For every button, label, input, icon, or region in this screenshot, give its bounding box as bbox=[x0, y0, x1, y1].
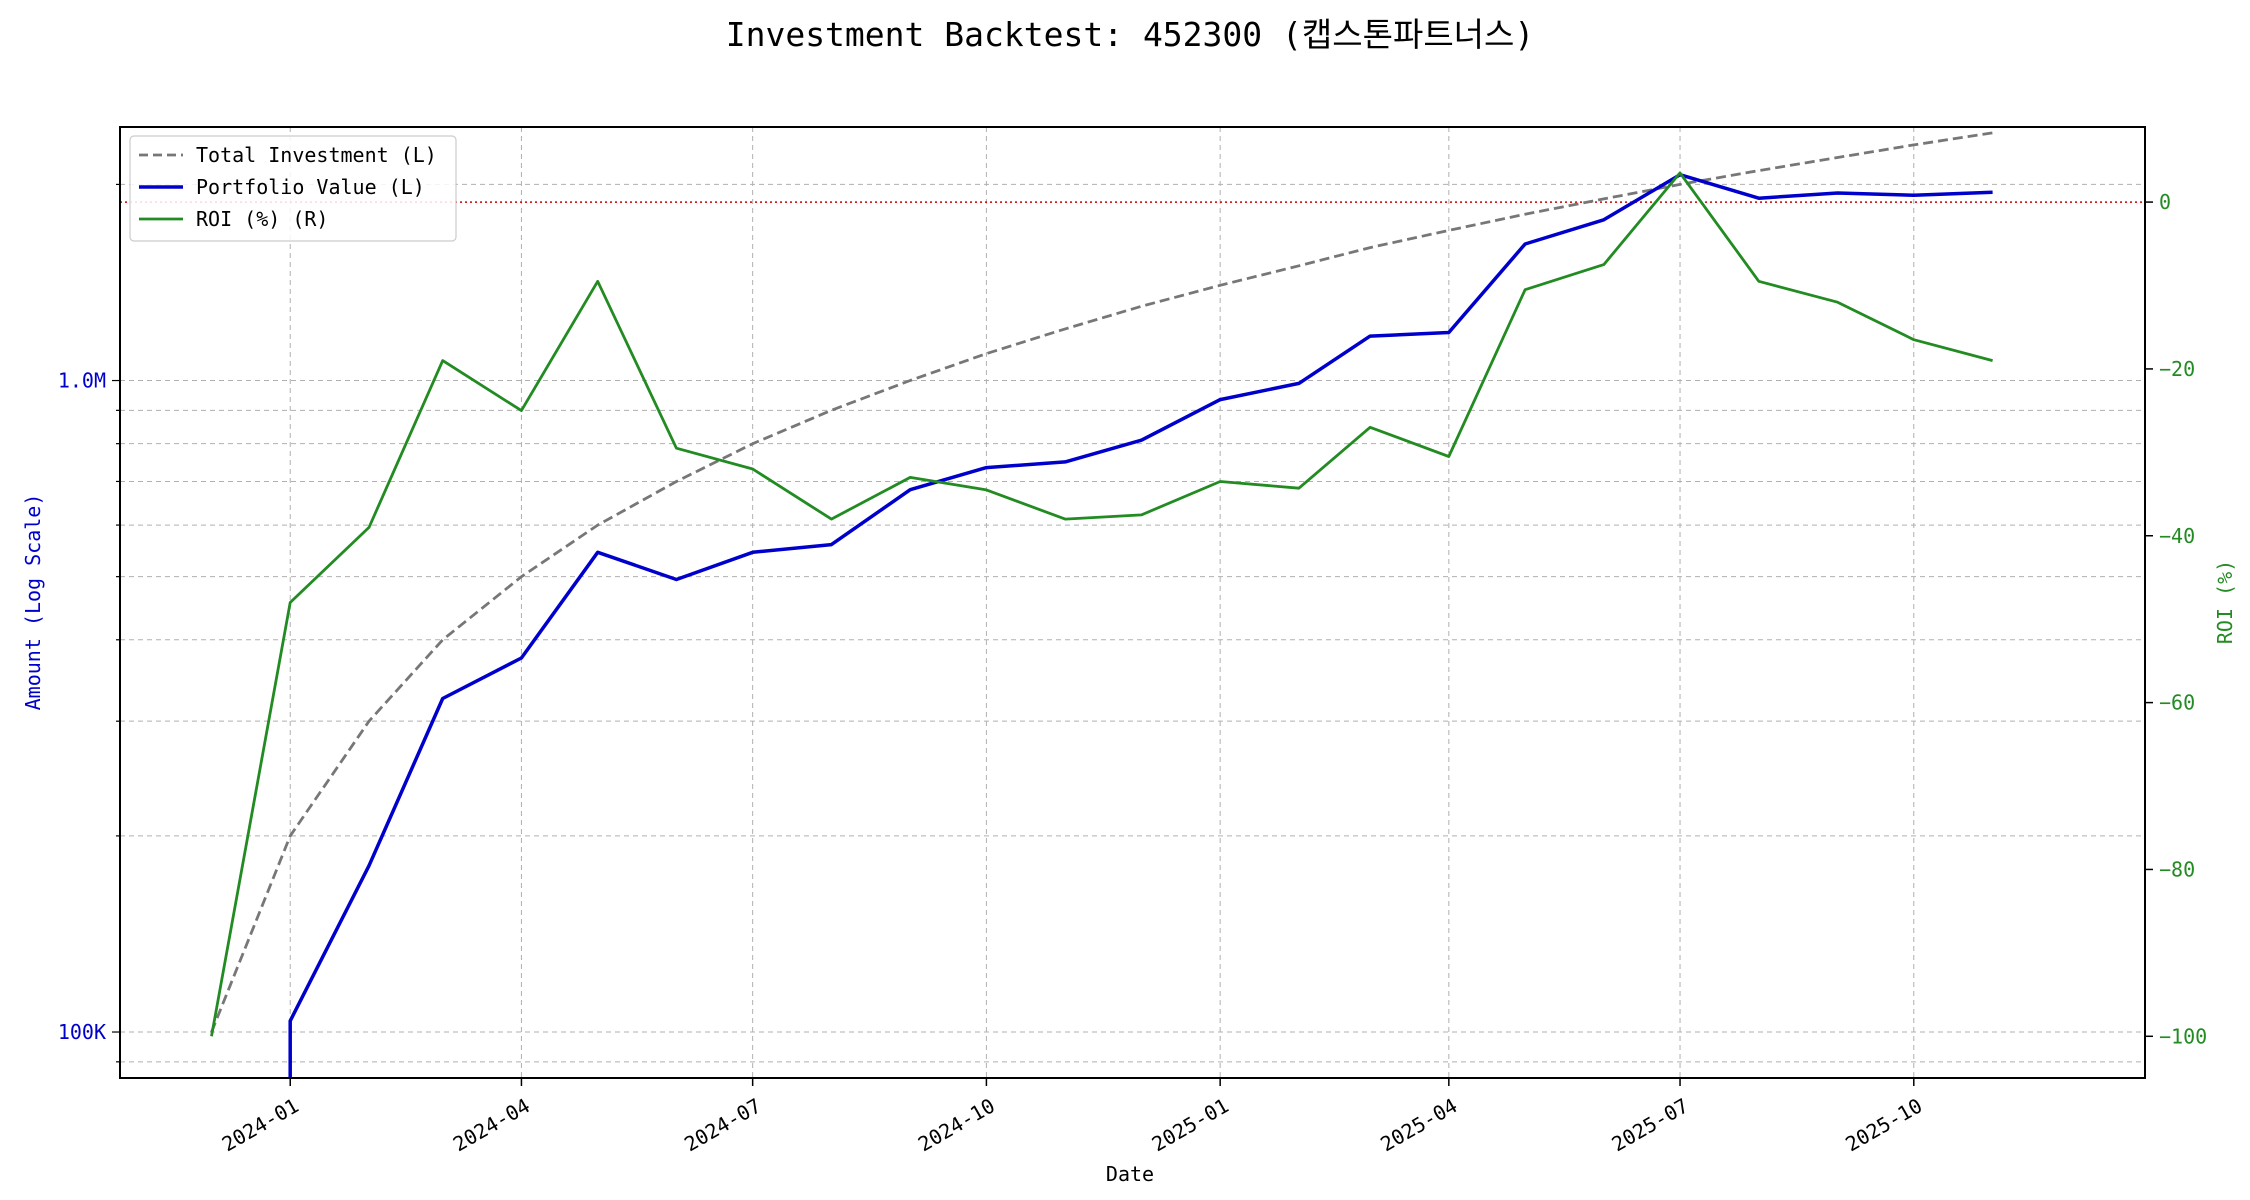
chart-title: Investment Backtest: 452300 (캡스톤파트너스) bbox=[726, 15, 1535, 54]
y-right-tick-label: −60 bbox=[2159, 691, 2195, 715]
y-right-tick-label: −40 bbox=[2159, 524, 2195, 548]
series-line-0 bbox=[210, 131, 1993, 1033]
x-tick-label: 2024-04 bbox=[449, 1093, 534, 1156]
x-axis-label: Date bbox=[1106, 1162, 1154, 1186]
y-axis-right-label: ROI (%) bbox=[2213, 560, 2237, 644]
y-axis-right: 0 −20 −40 −60 −80 −100 bbox=[2145, 190, 2207, 1048]
x-tick-label: 2025-01 bbox=[1148, 1093, 1233, 1156]
plot-frame bbox=[119, 126, 2146, 1079]
legend: Total Investment (L) Portfolio Value (L) R… bbox=[129, 135, 457, 242]
y-left-tick-label: 100K bbox=[58, 1020, 106, 1044]
x-tick-label: 2025-07 bbox=[1608, 1093, 1693, 1156]
legend-label-0: Total Investment (L) bbox=[196, 143, 437, 167]
series-line-2 bbox=[210, 171, 1993, 1037]
series-line-1 bbox=[288, 172, 1993, 1078]
grid-lines bbox=[120, 127, 2145, 1078]
x-tick-label: 2024-01 bbox=[218, 1093, 303, 1156]
y-axis-left-label: Amount (Log Scale) bbox=[21, 494, 45, 711]
x-tick-label: 2024-10 bbox=[914, 1093, 999, 1156]
y-right-tick-label: −80 bbox=[2159, 857, 2195, 881]
y-right-tick-label: −100 bbox=[2159, 1024, 2207, 1048]
y-axis-left: 100K 1.0M bbox=[58, 183, 120, 1063]
legend-label-2: ROI (%) (R) bbox=[196, 207, 328, 231]
x-axis: 2024-01 2024-04 2024-07 2024-10 2025-01 2025-… bbox=[218, 1078, 1926, 1156]
legend-label-1: Portfolio Value (L) bbox=[196, 175, 425, 199]
legend-box bbox=[129, 135, 457, 242]
y-right-tick-label: −20 bbox=[2159, 357, 2195, 381]
x-tick-label: 2025-10 bbox=[1841, 1093, 1926, 1156]
x-tick-label: 2024-07 bbox=[680, 1093, 765, 1156]
series-group bbox=[210, 131, 1993, 1078]
y-right-tick-label: 0 bbox=[2159, 190, 2171, 214]
y-left-tick-label: 1.0M bbox=[58, 369, 106, 393]
x-tick-label: 2025-04 bbox=[1376, 1093, 1461, 1156]
